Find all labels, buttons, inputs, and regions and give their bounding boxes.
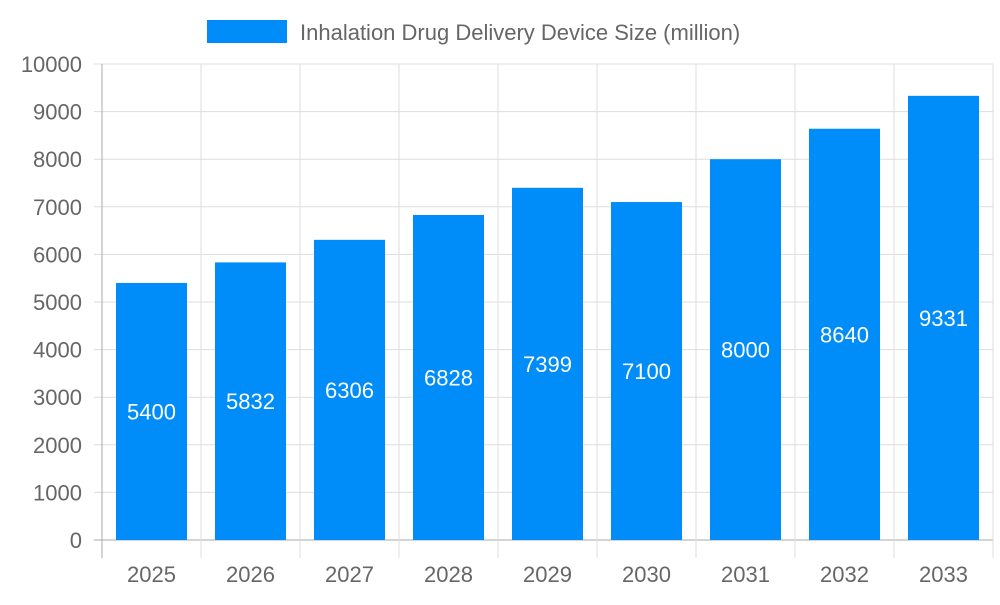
data-label: 5400 [127,399,176,424]
bar [710,159,781,540]
x-tick-label: 2030 [622,562,671,587]
data-label: 9331 [919,306,968,331]
bar [512,187,583,540]
y-tick-label: 3000 [33,385,82,410]
y-tick-label: 9000 [33,100,82,125]
bar [413,214,484,541]
y-tick-label: 6000 [33,242,82,267]
data-label: 6828 [424,365,473,390]
data-label: 6306 [325,378,374,403]
x-tick-label: 2032 [820,562,869,587]
axes: 0 1000 2000 3000 4000 5000 6000 7000 8000 9000 100… [21,52,968,587]
data-label: 5832 [226,389,275,414]
bars: 5400 5832 6306 6828 7399 7100 8000 8640 9331 [116,95,979,541]
x-tick-label: 2026 [226,562,275,587]
y-tick-label: 0 [70,528,82,553]
y-tick-label: 7000 [33,195,82,220]
data-label: 8000 [721,338,770,363]
legend-label: Inhalation Drug Delivery Device Size (mi… [300,20,740,45]
x-tick-label: 2028 [424,562,473,587]
bar [908,95,979,541]
x-tick-label: 2033 [919,562,968,587]
x-tick-label: 2029 [523,562,572,587]
bar [215,262,286,540]
bar [809,128,880,540]
y-tick-label: 2000 [33,433,82,458]
y-tick-label: 10000 [21,52,82,77]
y-tick-label: 8000 [33,147,82,172]
x-tick-label: 2027 [325,562,374,587]
y-tick-label: 1000 [33,480,82,505]
x-tick-label: 2025 [127,562,176,587]
data-label: 7399 [523,352,572,377]
bar [314,239,385,540]
data-label: 8640 [820,322,869,347]
y-tick-label: 5000 [33,290,82,315]
x-tick-label: 2031 [721,562,770,587]
legend[interactable]: Inhalation Drug Delivery Device Size (mi… [207,20,740,45]
y-tick-label: 4000 [33,338,82,363]
bar [611,202,682,541]
data-label: 7100 [622,359,671,384]
legend-swatch [207,20,287,43]
bar [116,282,187,540]
